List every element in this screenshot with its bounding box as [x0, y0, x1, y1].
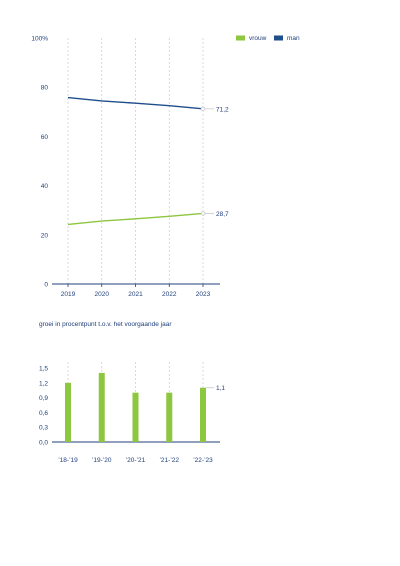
- data-point-vrouw: [200, 211, 206, 216]
- end-label-vrouw: 28,7: [216, 211, 229, 218]
- bar-chart: groei in procentpunt t.o.v. het voorgaan…: [39, 321, 225, 464]
- data-point-man: [200, 106, 206, 112]
- bar-chart-y-tick-label: 0,3: [39, 425, 48, 432]
- bar-chart-x-tick-label: ’22-’23: [193, 457, 213, 464]
- legend-swatch-man: [274, 35, 283, 41]
- line-chart: 0 20 40 60 80 100% 2019 2020 2021 2022 2023 vrouw…: [31, 35, 300, 298]
- line-chart-x-tick-label: 2023: [196, 291, 211, 298]
- bar-chart-x-tick-label: ’21-’22: [159, 457, 179, 464]
- bar-chart-x-tick-label: ’20-’21: [126, 457, 146, 464]
- bar-’21-’22: [166, 392, 173, 442]
- legend: vrouw man: [236, 35, 300, 42]
- bar-’19-’20: [98, 372, 105, 442]
- bar-’22-’23: [200, 387, 206, 442]
- line-chart-y-tick-label: 20: [41, 232, 49, 239]
- bar-chart-y-tick-label: 1,5: [39, 366, 48, 373]
- bar-chart-title: groei in procentpunt t.o.v. het voorgaan…: [39, 321, 172, 328]
- bar-chart-x-ticks: ’18-’19 ’19-’20 ’20-’21 ’21-’22 ’22-’23: [58, 457, 213, 464]
- line-chart-y-tick-label: 80: [41, 85, 49, 92]
- bar-chart-x-tick-label: ’19-’20: [92, 457, 112, 464]
- line-chart-x-tick-label: 2020: [95, 291, 110, 298]
- bar-’18-’19: [65, 382, 71, 442]
- bar-chart-x-tick-label: ’18-’19: [58, 457, 78, 464]
- bar-’20-’21: [132, 392, 139, 442]
- line-chart-y-tick-label: 0: [44, 282, 48, 289]
- line-chart-x-ticks: 2019 2020 2021 2022 2023: [61, 284, 211, 298]
- bar-end-label: 1,1: [216, 385, 225, 392]
- line-chart-y-tick-label: 100%: [31, 36, 48, 43]
- bar-chart-y-ticks: 0,0 0,3 0,6 0,9 1,2 1,5: [39, 366, 48, 447]
- bar-chart-y-tick-label: 0,0: [39, 440, 48, 447]
- line-chart-series: [67, 96, 214, 226]
- line-chart-y-tick-label: 60: [41, 134, 49, 141]
- bar-chart-y-tick-label: 0,6: [39, 410, 48, 417]
- legend-swatch-vrouw: [236, 35, 245, 41]
- bar-chart-y-tick-label: 1,2: [39, 380, 48, 387]
- end-label-man: 71,2: [216, 106, 229, 113]
- line-chart-x-tick-label: 2022: [162, 291, 177, 298]
- legend-label-man: man: [287, 35, 300, 42]
- legend-label-vrouw: vrouw: [249, 35, 267, 42]
- line-chart-grid: [67, 38, 204, 284]
- line-chart-y-ticks: 0 20 40 60 80 100%: [31, 36, 48, 289]
- line-chart-x-tick-label: 2021: [128, 291, 143, 298]
- bar-chart-y-tick-label: 0,9: [39, 395, 48, 402]
- line-chart-x-tick-label: 2019: [61, 291, 76, 298]
- line-chart-y-tick-label: 40: [41, 183, 49, 190]
- bar-chart-bars: [65, 372, 214, 442]
